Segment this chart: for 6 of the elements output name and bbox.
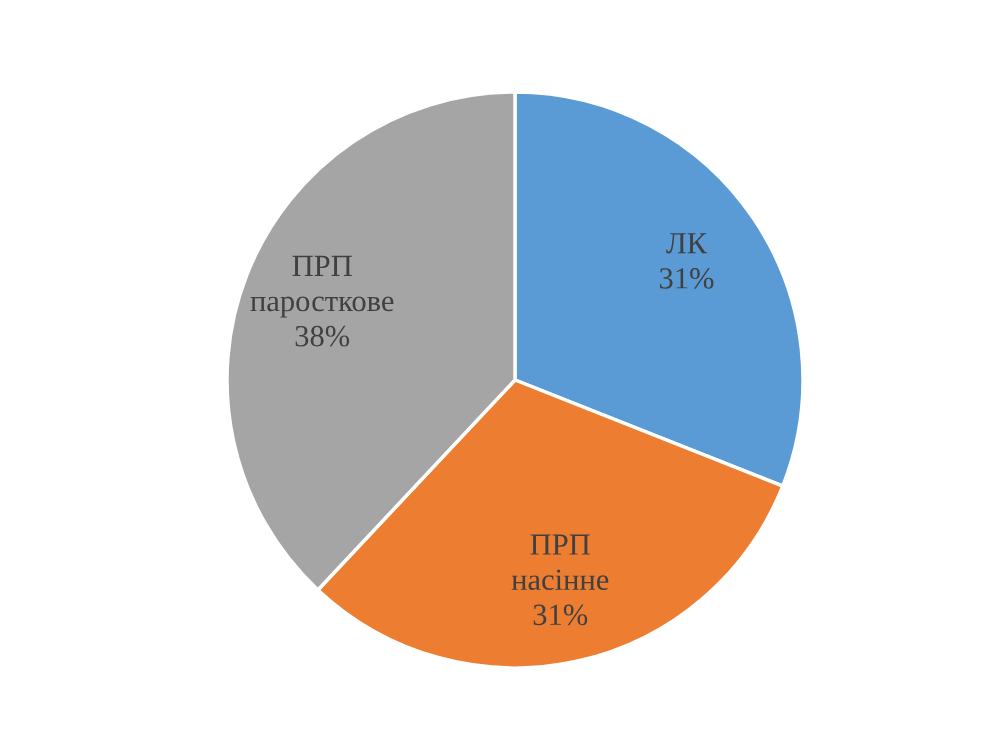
- slice-label: ПРП насінне: [511, 534, 609, 591]
- slice-label: ПРП паросткове: [250, 255, 394, 318]
- slice-label: ЛК: [666, 233, 708, 254]
- data-label: 38%: [295, 325, 350, 347]
- data-label: 31%: [533, 604, 588, 626]
- data-label: 31%: [659, 268, 714, 289]
